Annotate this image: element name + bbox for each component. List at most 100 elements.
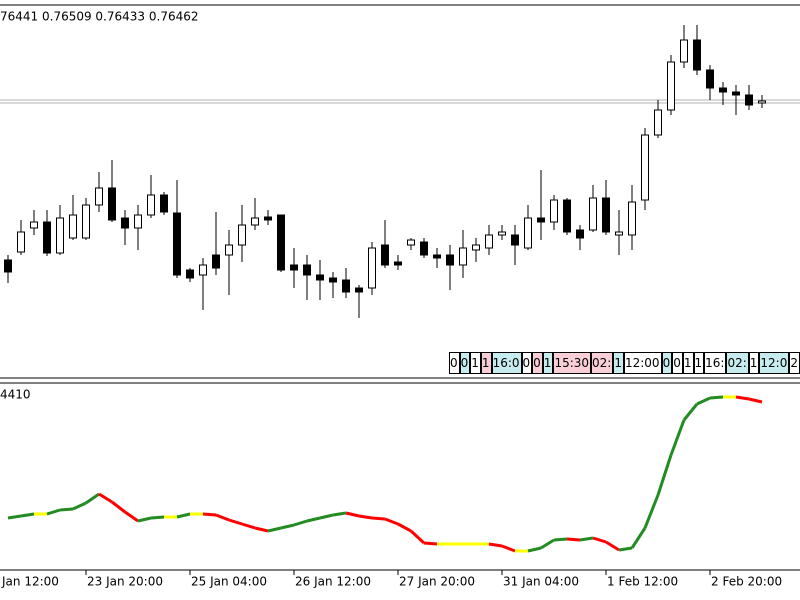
candle-body <box>407 239 415 246</box>
indicator-segment <box>553 537 568 542</box>
candle-body <box>654 109 662 136</box>
info-cell: 12:0 <box>759 352 790 374</box>
candle-body <box>628 201 636 236</box>
indicator-segment <box>682 403 699 421</box>
indicator-segment <box>215 513 230 522</box>
indicator-segment <box>423 541 438 546</box>
info-cell: 15:30 <box>553 352 592 374</box>
indicator-segment <box>98 492 113 504</box>
candle-body <box>108 187 116 221</box>
info-cell: 12:00 <box>623 352 662 374</box>
indicator-segment <box>319 513 334 520</box>
candle-body <box>524 217 532 249</box>
candle-body <box>498 231 506 236</box>
candle-body <box>563 199 571 233</box>
indicator-segment <box>371 516 386 521</box>
indicator-segment <box>306 516 321 523</box>
indicator-segment <box>696 396 711 406</box>
indicator-segment <box>7 514 22 520</box>
indicator-segment <box>280 523 295 530</box>
indicator-segment <box>293 519 308 527</box>
indicator-segment <box>605 540 620 552</box>
candle-body <box>615 231 623 236</box>
info-cell: 1 <box>613 352 624 374</box>
info-cell: 1 <box>748 352 760 374</box>
x-tick-label: 27 Jan 20:00 <box>399 575 475 589</box>
info-cells: 0 0 1 1 16:0 0 0 1 15:30 02: 1 12:00 0 0 1 1 16: 02: 1 12:0… <box>449 352 800 374</box>
candle-body <box>394 261 402 266</box>
candle-body <box>368 247 376 289</box>
candle-body <box>745 94 753 106</box>
candle-body <box>433 254 441 259</box>
indicator-segment <box>643 494 660 529</box>
candle-body <box>264 216 272 221</box>
info-cell: 1 <box>693 352 705 374</box>
x-tick-label: 23 Jan 20:00 <box>87 575 163 589</box>
candle-body <box>680 39 688 63</box>
indicator-segment <box>527 546 542 553</box>
indicator-segment <box>46 508 61 516</box>
candle-body <box>212 254 220 269</box>
indicator-segment <box>592 536 607 544</box>
candle-body <box>186 269 194 279</box>
candle-body <box>69 214 77 239</box>
candle-body <box>225 244 233 256</box>
candle-body <box>95 187 103 206</box>
indicator-segment <box>59 507 74 512</box>
indicator-segment <box>656 454 673 496</box>
candle-body <box>719 87 727 93</box>
candle-body <box>589 197 597 231</box>
x-tick-label: 2 Feb 20:00 <box>711 575 782 589</box>
candle-body <box>667 61 675 111</box>
candle-body <box>342 279 350 293</box>
candle-body <box>134 214 142 229</box>
candle-body <box>303 264 311 276</box>
candle-body <box>43 221 51 254</box>
candle-body <box>693 39 701 71</box>
candle-body <box>290 264 298 271</box>
candle-body <box>550 199 558 223</box>
candle-body <box>329 277 337 283</box>
indicator-segment <box>748 397 763 404</box>
indicator-segment <box>254 526 269 533</box>
candle-body <box>758 100 766 104</box>
candle-body <box>160 194 168 213</box>
indicator-segment <box>566 537 581 542</box>
x-tick-label: 31 Jan 04:00 <box>503 575 579 589</box>
info-cell: 0 <box>521 352 533 374</box>
info-cell: 0 <box>661 352 673 374</box>
x-tick-label: 1 Feb 12:00 <box>607 575 678 589</box>
candle-body <box>706 69 714 89</box>
info-cell: 2 <box>789 352 800 374</box>
candle-body <box>238 224 246 246</box>
candle-body <box>602 197 610 233</box>
indicator-segment <box>488 542 503 548</box>
info-cell: 1 <box>470 352 481 374</box>
candle-body <box>251 217 259 226</box>
indicator-segment <box>345 511 360 518</box>
candle-body <box>732 91 740 96</box>
candle-body <box>537 217 545 223</box>
candle-body <box>56 217 64 254</box>
candle-body <box>277 214 285 271</box>
candle-body <box>17 231 25 253</box>
info-cell: 1 <box>480 352 492 374</box>
ohlc-header: 76441 0.76509 0.76433 0.76462 <box>0 10 199 24</box>
info-cell: 0 <box>672 352 683 374</box>
x-tick-label: 25 Jan 04:00 <box>191 575 267 589</box>
indicator-segment <box>267 526 282 533</box>
indicator-segment <box>540 538 555 550</box>
indicator-segment <box>150 515 165 520</box>
indicator-segment <box>669 419 686 456</box>
x-tick-label: Jan 12:00 <box>1 575 59 589</box>
info-cell: 1 <box>542 352 554 374</box>
candle-body <box>459 247 467 266</box>
indicator-segment <box>202 512 217 517</box>
info-cell: 0 <box>459 352 471 374</box>
indicator-header: 4410 <box>0 388 31 402</box>
candle-body <box>121 217 129 229</box>
info-cell: 02: <box>726 352 749 374</box>
candle-body <box>147 194 155 216</box>
